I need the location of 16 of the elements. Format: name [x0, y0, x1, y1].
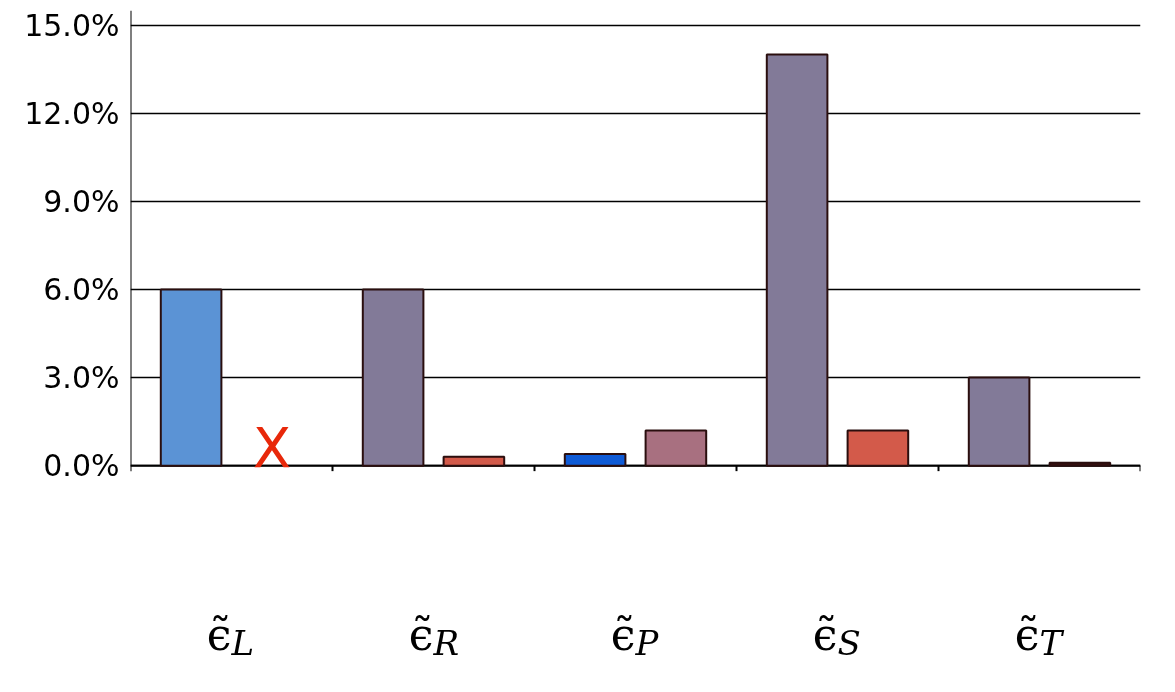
y-tick-label: 12.0% [24, 95, 120, 131]
bar [644, 429, 708, 467]
bar [159, 288, 223, 467]
bar [1048, 461, 1112, 467]
bar [765, 53, 829, 467]
annotation: X [252, 414, 292, 480]
bar [442, 455, 506, 467]
bar [967, 376, 1031, 467]
bar [361, 288, 425, 467]
y-tick-label: 0.0% [43, 448, 120, 484]
bar [563, 452, 627, 467]
bar [846, 429, 910, 467]
y-tick-label: 3.0% [43, 360, 120, 396]
y-tick-label: 6.0% [43, 271, 120, 307]
y-tick-label: 9.0% [43, 183, 120, 219]
y-tick-label: 15.0% [24, 7, 120, 43]
